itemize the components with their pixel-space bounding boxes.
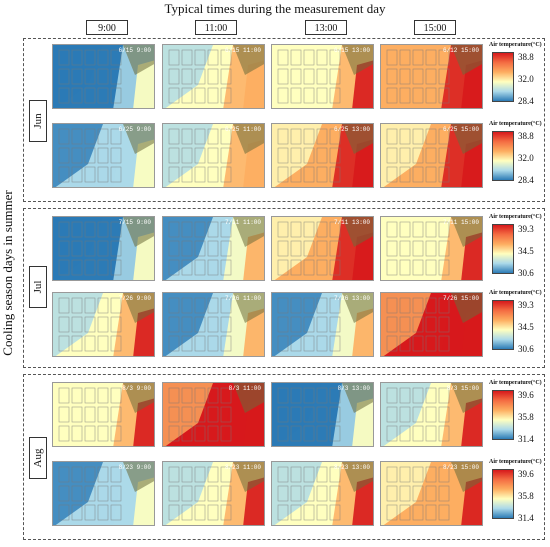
legend-value: 34.5 bbox=[518, 246, 534, 256]
month-label-jul: Jul bbox=[29, 266, 47, 308]
panel-date-time: 8/23 15:00 bbox=[442, 464, 479, 471]
group-august bbox=[23, 374, 545, 540]
legend-value: 38.8 bbox=[518, 131, 534, 141]
panel-date-time: 7/26 13:00 bbox=[333, 295, 370, 302]
temperature-map-panel: 7/15 9:00 bbox=[52, 216, 155, 281]
temperature-map-panel: 6/15 13:00 bbox=[271, 44, 374, 109]
panel-date-time: 7/26 15:00 bbox=[442, 295, 479, 302]
temperature-map-panel: 8/3 11:00 bbox=[162, 382, 265, 447]
legend-value: 28.4 bbox=[518, 96, 534, 106]
temperature-map-panel: 6/25 9:00 bbox=[52, 123, 155, 188]
time-label-1100: 11:00 bbox=[195, 20, 237, 35]
temperature-map-panel: 7/26 11:00 bbox=[162, 292, 265, 357]
legend-value: 39.3 bbox=[518, 224, 534, 234]
temperature-map-panel: 6/15 11:00 bbox=[162, 44, 265, 109]
temperature-map-panel: 7/11 11:00 bbox=[162, 216, 265, 281]
panel-date-time: 8/3 11:00 bbox=[228, 385, 261, 392]
time-label-1500: 15:00 bbox=[414, 20, 456, 35]
legend-value: 30.6 bbox=[518, 268, 534, 278]
legend-title: Air temperature(°C) bbox=[489, 121, 542, 127]
legend-value: 35.8 bbox=[518, 491, 534, 501]
legend-title: Air temperature(°C) bbox=[489, 290, 542, 296]
legend-color-bar bbox=[492, 390, 514, 440]
panel-date-time: 7/11 15:00 bbox=[442, 219, 479, 226]
legend-value: 31.4 bbox=[518, 513, 534, 523]
legend-value: 39.6 bbox=[518, 469, 534, 479]
legend-value: 38.8 bbox=[518, 52, 534, 62]
temperature-map-panel: 6/12 15:00 bbox=[380, 44, 483, 109]
temperature-map-panel: 8/3 13:00 bbox=[271, 382, 374, 447]
time-label-0900: 9:00 bbox=[86, 20, 128, 35]
figure-title: Typical times during the measurement day bbox=[164, 1, 386, 16]
panel-date-time: 8/23 9:00 bbox=[118, 464, 151, 471]
temperature-map-panel: 7/26 13:00 bbox=[271, 292, 374, 357]
legend-color-bar bbox=[492, 131, 514, 181]
temperature-map-panel: 6/25 15:00 bbox=[380, 123, 483, 188]
temperature-map-panel: 7/26 15:00 bbox=[380, 292, 483, 357]
panel-date-time: 6/25 11:00 bbox=[224, 126, 261, 133]
panel-date-time: 8/3 9:00 bbox=[122, 385, 151, 392]
panel-date-time: 8/3 13:00 bbox=[337, 385, 370, 392]
panel-date-time: 7/26 11:00 bbox=[224, 295, 261, 302]
panel-date-time: 7/15 9:00 bbox=[118, 219, 151, 226]
panel-date-time: 6/15 13:00 bbox=[333, 47, 370, 54]
time-label-1300: 13:00 bbox=[305, 20, 347, 35]
legend-value: 31.4 bbox=[518, 434, 534, 444]
legend-value: 34.5 bbox=[518, 322, 534, 332]
panel-date-time: 6/25 9:00 bbox=[118, 126, 151, 133]
panel-date-time: 8/3 15:00 bbox=[446, 385, 479, 392]
temperature-map-panel: 6/25 11:00 bbox=[162, 123, 265, 188]
panel-date-time: 8/23 13:00 bbox=[333, 464, 370, 471]
side-axis-title: Cooling season days in summer bbox=[0, 190, 15, 356]
panel-date-time: 6/25 15:00 bbox=[442, 126, 479, 133]
panel-date-time: 6/15 11:00 bbox=[224, 47, 261, 54]
legend-value: 32.0 bbox=[518, 153, 534, 163]
legend-value: 39.6 bbox=[518, 390, 534, 400]
temperature-map-panel: 8/23 13:00 bbox=[271, 461, 374, 526]
legend-value: 28.4 bbox=[518, 175, 534, 185]
legend-title: Air temperature(°C) bbox=[489, 42, 542, 48]
temperature-map-panel: 8/23 11:00 bbox=[162, 461, 265, 526]
legend-color-bar bbox=[492, 469, 514, 519]
panel-date-time: 7/11 13:00 bbox=[333, 219, 370, 226]
temperature-map-panel: 6/25 13:00 bbox=[271, 123, 374, 188]
legend-color-bar bbox=[492, 52, 514, 102]
legend-color-bar bbox=[492, 224, 514, 274]
legend-value: 32.0 bbox=[518, 74, 534, 84]
temperature-map-panel: 8/23 15:00 bbox=[380, 461, 483, 526]
panel-date-time: 7/11 11:00 bbox=[224, 219, 261, 226]
panel-date-time: 6/25 13:00 bbox=[333, 126, 370, 133]
panel-date-time: 7/26 9:00 bbox=[118, 295, 151, 302]
temperature-map-panel: 7/11 15:00 bbox=[380, 216, 483, 281]
legend-title: Air temperature(°C) bbox=[489, 380, 542, 386]
legend-value: 35.8 bbox=[518, 412, 534, 422]
panel-date-time: 6/12 15:00 bbox=[442, 47, 479, 54]
legend-title: Air temperature(°C) bbox=[489, 214, 542, 220]
legend-value: 30.6 bbox=[518, 344, 534, 354]
panel-date-time: 6/15 9:00 bbox=[118, 47, 151, 54]
legend-value: 39.3 bbox=[518, 300, 534, 310]
temperature-map-panel: 7/26 9:00 bbox=[52, 292, 155, 357]
group-july bbox=[23, 208, 545, 368]
temperature-map-panel: 8/3 15:00 bbox=[380, 382, 483, 447]
temperature-map-panel: 6/15 9:00 bbox=[52, 44, 155, 109]
temperature-map-panel: 7/11 13:00 bbox=[271, 216, 374, 281]
group-june bbox=[23, 38, 545, 202]
legend-color-bar bbox=[492, 300, 514, 350]
month-label-jun: Jun bbox=[29, 100, 47, 142]
legend-title: Air temperature(°C) bbox=[489, 459, 542, 465]
temperature-map-panel: 8/3 9:00 bbox=[52, 382, 155, 447]
panel-date-time: 8/23 11:00 bbox=[224, 464, 261, 471]
temperature-map-panel: 8/23 9:00 bbox=[52, 461, 155, 526]
month-label-aug: Aug bbox=[29, 437, 47, 479]
